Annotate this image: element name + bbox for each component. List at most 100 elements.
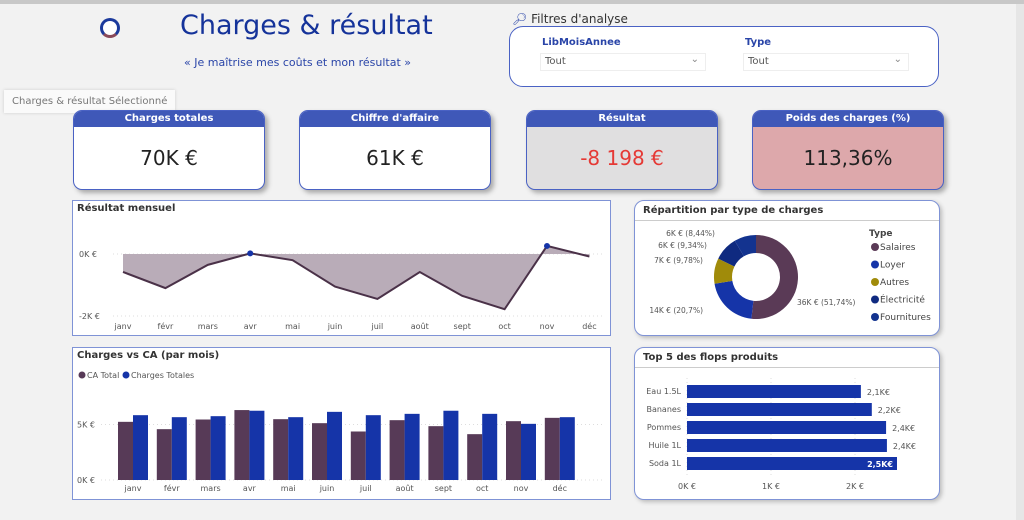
bar-ca	[428, 426, 444, 480]
legend-marker	[871, 313, 879, 321]
legend-label: Autres	[880, 278, 909, 288]
donut-slice-loyer	[714, 280, 754, 319]
x-tick-label: mars	[201, 484, 221, 493]
x-tick-label: août	[396, 484, 414, 493]
chart-title: Répartition par type de charges	[635, 201, 939, 221]
filters-panel: LibMoisAnnee Tout ⌄ Type Tout ⌄	[509, 26, 939, 87]
data-label: 36K € (51,74%)	[797, 298, 856, 307]
legend-label: CA Total	[87, 371, 119, 380]
bar	[687, 421, 887, 434]
x-tick-label: mai	[285, 322, 300, 331]
charges-vs-ca-chart: CA Total Charges Totales 0K € 5K € janv févr m…	[77, 371, 603, 493]
charges-vs-ca-panel: Charges vs CA (par mois) CA Total Charges…	[72, 347, 611, 500]
chart-title: Top 5 des flops produits	[635, 348, 939, 368]
bar-ca	[195, 419, 211, 480]
data-label: 2,1K€	[867, 388, 890, 397]
filter-type-value: Tout	[748, 56, 769, 67]
bar-ca	[234, 410, 250, 480]
filter-month-value: Tout	[545, 56, 566, 67]
x-tick-label: juil	[359, 484, 372, 493]
series-line	[122, 244, 590, 311]
bar-charges	[249, 410, 265, 480]
vertical-scrollbar[interactable]	[1016, 4, 1024, 520]
kpi-resultat: Résultat -8 198 €	[526, 110, 718, 190]
bar-charges	[288, 417, 304, 480]
page-tooltip: Charges & résultat Sélectionné	[4, 90, 176, 113]
bar-charges	[404, 413, 420, 480]
x-tick-label: mai	[281, 484, 296, 493]
filter-month-dropdown[interactable]: Tout ⌄	[540, 53, 706, 71]
bar	[687, 403, 872, 416]
bar-ca	[156, 429, 172, 480]
legend-label: Électricité	[880, 294, 925, 306]
y-tick-label: Eau 1.5L	[646, 387, 681, 396]
repartition-donut-chart: 36K € (51,74%) Salaires 14K € (20,7%) Loyer…	[649, 229, 931, 323]
bar-charges	[482, 413, 498, 480]
filter-type-dropdown[interactable]: Tout ⌄	[743, 53, 909, 71]
legend-marker	[871, 295, 879, 304]
x-tick-label: sept	[435, 484, 452, 493]
donut-slice-fournitures	[734, 235, 756, 257]
search-icon: 🔎︎	[512, 12, 528, 26]
legend-marker	[78, 371, 86, 379]
bar-charges	[210, 416, 226, 480]
bar-ca	[350, 431, 366, 480]
area-fill	[123, 245, 590, 310]
chart-title: Résultat mensuel	[77, 203, 176, 214]
bar-ca	[389, 420, 405, 480]
chevron-down-icon: ⌄	[690, 54, 699, 65]
x-tick-label: sept	[454, 322, 471, 331]
kpi-poids-charges: Poids des charges (%) 113,36%	[752, 110, 944, 190]
x-tick-label: févr	[158, 321, 174, 331]
donut-slice-électricité	[718, 240, 744, 267]
x-tick-label: oct	[476, 484, 488, 493]
legend-label: Charges Totales	[131, 371, 194, 380]
kpi-value: 70K €	[140, 146, 198, 170]
legend-marker	[871, 243, 879, 251]
data-point	[544, 242, 550, 249]
filter-label-type: Type	[745, 37, 772, 48]
x-tick-label: 0K €	[678, 482, 696, 491]
bar-charges	[443, 410, 459, 480]
chart-title: Charges vs CA (par mois)	[77, 350, 220, 361]
data-label: 6K € (9,34%)	[658, 241, 707, 250]
kpi-value: -8 198 €	[580, 146, 664, 170]
x-tick-label: avr	[244, 322, 258, 331]
data-label: 2,5K€	[867, 460, 893, 469]
kpi-chiffre-affaire: Chiffre d'affaire 61K €	[299, 110, 491, 190]
data-label: 7K € (9,78%)	[654, 256, 703, 265]
x-tick-label: janv	[124, 484, 142, 493]
bar-ca	[544, 417, 560, 480]
bar	[687, 457, 897, 470]
filters-title-text: Filtres d'analyse	[531, 12, 628, 26]
bar-charges	[365, 415, 381, 480]
repartition-panel: Répartition par type de charges 36K € (5…	[634, 200, 940, 336]
y-tick-label: 0K €	[79, 250, 97, 259]
y-tick-label: Pommes	[647, 423, 681, 432]
page-subtitle: « Je maîtrise mes coûts et mon résultat …	[184, 56, 412, 69]
resultat-mensuel-panel: Résultat mensuel 0K € -2K € janv févr mars av…	[72, 200, 611, 336]
top5-flops-panel: Top 5 des flops produits 0K € 1K € 2K € Eau…	[634, 347, 940, 500]
y-tick-label: 5K €	[77, 421, 95, 430]
page-title: Charges & résultat	[180, 10, 433, 41]
x-tick-label: août	[411, 322, 429, 331]
data-label: 6K € (8,44%)	[666, 229, 715, 238]
legend-marker	[871, 260, 879, 269]
data-label: 2,4K€	[893, 442, 916, 451]
x-tick-label: 1K €	[762, 482, 780, 491]
x-tick-label: 2K €	[846, 482, 864, 491]
data-label: 2,2K€	[878, 406, 901, 415]
kpi-value: 113,36%	[803, 146, 893, 170]
donut-slice-autres	[714, 258, 735, 284]
bar	[687, 385, 861, 398]
bar-charges	[559, 417, 575, 480]
x-tick-label: janv	[114, 322, 132, 331]
bar-charges	[327, 411, 342, 480]
bar-ca	[312, 423, 327, 480]
data-point	[247, 250, 254, 257]
filter-label-month: LibMoisAnnee	[542, 37, 621, 48]
legend-label: Salaires	[880, 243, 916, 253]
kpi-label: Chiffre d'affaire	[300, 111, 490, 127]
x-tick-label: oct	[498, 322, 510, 331]
y-tick-label: Huile 1L	[648, 441, 681, 450]
